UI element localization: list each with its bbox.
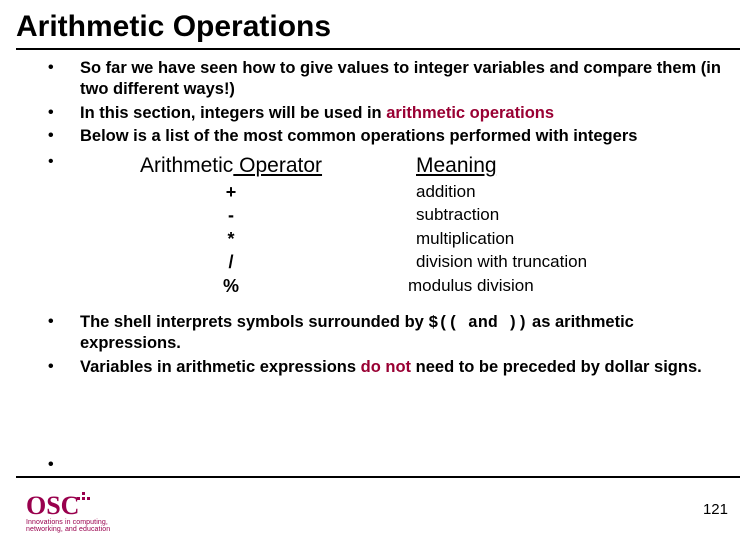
op-symbol: +: [116, 181, 346, 204]
slide: Arithmetic Operations So far we have see…: [0, 0, 756, 540]
logo: OSC Innovations in computing, networking…: [26, 493, 110, 534]
bullet-2-text-a: In this section, integers will be used i…: [80, 104, 386, 122]
logo-main-text: OSC: [26, 491, 79, 520]
title-underline: [16, 48, 740, 50]
operator-rows: + addition - subtraction * multiplicatio…: [60, 181, 732, 298]
table-bullet: Arithmetic Operator Meaning: [48, 152, 732, 179]
bullet-vars-a: Variables in arithmetic expressions: [80, 358, 361, 376]
table-header-meaning: Meaning: [346, 152, 626, 179]
op-meaning: modulus division: [346, 275, 666, 298]
header-op-b: Operator: [233, 154, 322, 177]
op-symbol: *: [116, 228, 346, 251]
logo-subtitle-2: networking, and education: [26, 526, 110, 534]
op-meaning: division with truncation: [346, 251, 666, 274]
bullet-3-text: Below is a list of the most common opera…: [80, 127, 637, 145]
table-row: - subtraction: [116, 204, 732, 227]
bullet-vars-c: need to be preceded by dollar signs.: [411, 358, 702, 376]
bullet-shell: The shell interprets symbols surrounded …: [48, 312, 732, 355]
bottom-bullets: The shell interprets symbols surrounded …: [24, 312, 732, 378]
footer-divider: [16, 476, 740, 478]
table-row: + addition: [116, 181, 732, 204]
op-symbol: -: [116, 204, 346, 227]
bullet-shell-code: $(( and )): [428, 313, 527, 332]
bullet-3: Below is a list of the most common opera…: [48, 126, 732, 147]
bullet-vars: Variables in arithmetic expressions do n…: [48, 357, 732, 378]
bullet-2-accent: arithmetic operations: [386, 104, 554, 122]
logo-subtitle-1: Innovations in computing,: [26, 519, 110, 527]
op-symbol: %: [116, 275, 346, 298]
cutoff-bullet-marker: •: [48, 456, 54, 474]
table-bullet-wrap: Arithmetic Operator Meaning: [24, 152, 732, 179]
content-area: So far we have seen how to give values t…: [0, 58, 756, 378]
logo-dots-icon: [77, 481, 91, 507]
op-meaning: subtraction: [346, 204, 666, 227]
op-symbol: /: [116, 251, 346, 274]
bullet-vars-accent: do not: [361, 358, 411, 376]
bullet-2: In this section, integers will be used i…: [48, 103, 732, 124]
header-op-a: Arithmetic: [140, 154, 233, 177]
bullet-shell-a: The shell interprets symbols surrounded …: [80, 313, 428, 331]
table-row: % modulus division: [116, 275, 732, 298]
op-meaning: addition: [346, 181, 666, 204]
table-row: * multiplication: [116, 228, 732, 251]
bullet-1: So far we have seen how to give values t…: [48, 58, 732, 101]
bullet-1-text: So far we have seen how to give values t…: [80, 59, 721, 98]
table-header-operator: Arithmetic Operator: [116, 152, 346, 179]
logo-text: OSC: [26, 493, 110, 519]
page-number: 121: [703, 501, 728, 518]
op-meaning: multiplication: [346, 228, 666, 251]
table-row: / division with truncation: [116, 251, 732, 274]
table-header: Arithmetic Operator Meaning: [116, 152, 732, 179]
top-bullets: So far we have seen how to give values t…: [24, 58, 732, 148]
page-title: Arithmetic Operations: [0, 0, 756, 48]
